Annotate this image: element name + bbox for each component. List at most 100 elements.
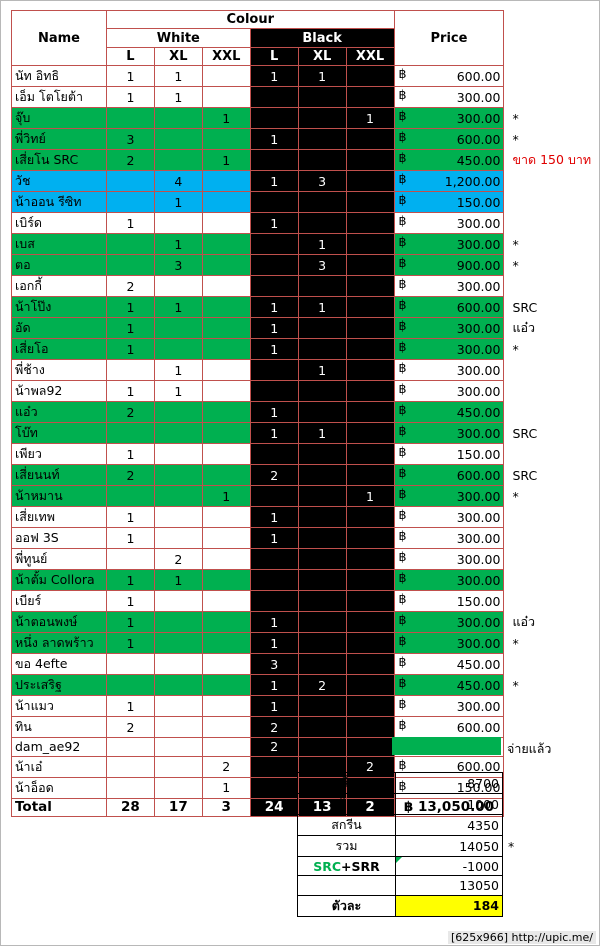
black-l-qty bbox=[249, 191, 299, 214]
price-cell: ฿ 300.00 bbox=[393, 695, 505, 718]
customer-name: น้าออน รีซิท bbox=[11, 191, 107, 214]
black-xl-qty: 1 bbox=[297, 65, 347, 88]
baht-symbol: ฿ bbox=[398, 150, 407, 166]
customer-name: เบส bbox=[11, 233, 107, 256]
white-size-xxl-header: XXL bbox=[201, 46, 251, 67]
customer-name: น้าหมาน bbox=[11, 485, 107, 508]
colour-header: Colour bbox=[105, 9, 395, 30]
customer-name: เอ็ม โตโยต้า bbox=[11, 86, 107, 109]
price-cell: ฿ 300.00 bbox=[393, 632, 505, 655]
baht-symbol: ฿ bbox=[398, 633, 407, 649]
baht-symbol: ฿ bbox=[398, 339, 407, 355]
price-value: 450.00 bbox=[456, 677, 501, 693]
white-l-qty: 1 bbox=[105, 443, 155, 466]
black-xxl-qty: 1 bbox=[345, 485, 395, 508]
white-xl-qty bbox=[153, 737, 203, 757]
black-xxl-qty bbox=[345, 527, 395, 550]
price-cell: ฿ 150.00 bbox=[393, 191, 505, 214]
table-row: เบิร์ด 1 1 ฿ 300.00 bbox=[11, 212, 600, 235]
white-xxl-qty bbox=[201, 191, 251, 214]
row-note bbox=[504, 213, 600, 234]
row-note bbox=[504, 276, 600, 297]
price-cell: ฿ 300.00 bbox=[393, 548, 505, 571]
white-xl-qty bbox=[153, 212, 203, 235]
black-l-qty bbox=[249, 380, 299, 403]
table-row: น้าตอนพงษ์ 1 1 ฿ 300.00 แอ๋ว bbox=[11, 611, 600, 634]
customer-name: เพียว bbox=[11, 443, 107, 466]
black-header: Black bbox=[249, 28, 395, 48]
white-xl-qty bbox=[153, 716, 203, 739]
black-l-qty: 1 bbox=[249, 338, 299, 361]
table-row: เพียว 1 ฿ 150.00 bbox=[11, 443, 600, 466]
black-l-qty bbox=[249, 254, 299, 277]
row-note: แอ๋ว bbox=[512, 614, 536, 630]
price-value: 300.00 bbox=[456, 530, 501, 546]
summary-src-label: SRC+SRR bbox=[297, 855, 396, 877]
price-value: 150.00 bbox=[456, 446, 501, 462]
summary-per-label: ตัวละ bbox=[297, 894, 396, 917]
table-row: วัช 4 1 3 ฿ 1,200.00 bbox=[11, 170, 600, 193]
table-row: พี่ทูนย์ 2 ฿ 300.00 bbox=[11, 548, 600, 571]
black-xxl-qty bbox=[345, 611, 395, 634]
white-l-qty: 1 bbox=[105, 296, 155, 319]
white-l-qty bbox=[105, 755, 155, 778]
price-cell: ฿ 450.00 bbox=[393, 401, 505, 424]
black-xxl-qty bbox=[345, 170, 395, 193]
srr-text: SRR bbox=[351, 858, 380, 874]
price-cell: ฿ 150.00 bbox=[393, 590, 505, 613]
black-size-xl-header: XL bbox=[297, 46, 347, 67]
customer-name: วัช bbox=[11, 170, 107, 193]
white-xxl-qty: 2 bbox=[201, 755, 251, 778]
customer-name: เสี่ยโน SRC bbox=[11, 149, 107, 172]
black-l-qty bbox=[249, 485, 299, 508]
white-l-qty: 1 bbox=[105, 86, 155, 109]
table-row: เสี่ยเทพ 1 1 ฿ 300.00 bbox=[11, 506, 600, 529]
black-l-total: 24 bbox=[249, 797, 299, 817]
customer-name: น้าพล92 bbox=[11, 380, 107, 403]
white-xxl-qty bbox=[201, 275, 251, 298]
white-l-qty: 1 bbox=[105, 506, 155, 529]
baht-symbol: ฿ bbox=[398, 171, 407, 187]
price-cell: ฿ 300.00 bbox=[393, 317, 505, 340]
white-l-qty: 2 bbox=[105, 275, 155, 298]
orders-table: Name Colour Price White Black L XL XXL L… bbox=[11, 9, 600, 817]
white-xxl-qty bbox=[201, 674, 251, 697]
black-xl-qty bbox=[297, 317, 347, 340]
baht-symbol: ฿ bbox=[398, 297, 407, 313]
baht-symbol: ฿ bbox=[398, 360, 407, 376]
image-host-watermark: [625x966] http://upic.me/ bbox=[447, 931, 596, 944]
price-cell: ฿ 300.00 bbox=[393, 569, 505, 592]
table-row: ขอ 4efte 3 ฿ 450.00 bbox=[11, 653, 600, 676]
price-value: 300.00 bbox=[456, 614, 501, 630]
baht-symbol: ฿ bbox=[398, 87, 407, 103]
black-xxl-qty bbox=[345, 380, 395, 403]
white-xxl-qty bbox=[201, 380, 251, 403]
black-l-qty bbox=[249, 443, 299, 466]
baht-symbol: ฿ bbox=[398, 528, 407, 544]
price-cell: ฿ 450.00 bbox=[393, 674, 505, 697]
white-xxl-qty bbox=[201, 86, 251, 109]
black-xl-qty bbox=[297, 485, 347, 508]
baht-symbol: ฿ bbox=[398, 696, 407, 712]
summary-table: เสื้อ 8700 บล็อก 1000 สกรีน 4350 รวม 140… bbox=[297, 772, 523, 917]
black-xl-qty: 1 bbox=[297, 233, 347, 256]
table-row: หนึ่ง ลาดพร้าว 1 1 ฿ 300.00 * bbox=[11, 632, 600, 655]
black-xxl-qty bbox=[345, 128, 395, 151]
black-xxl-qty bbox=[345, 191, 395, 214]
black-l-qty bbox=[249, 359, 299, 382]
white-xxl-qty bbox=[201, 401, 251, 424]
black-xxl-qty bbox=[345, 317, 395, 340]
white-l-qty: 2 bbox=[105, 716, 155, 739]
black-xl-qty bbox=[297, 737, 347, 757]
baht-symbol: ฿ bbox=[398, 486, 407, 502]
white-xxl-qty bbox=[201, 170, 251, 193]
customer-name: แอ๋ว bbox=[11, 401, 107, 424]
price-value: 300.00 bbox=[456, 488, 501, 504]
baht-symbol: ฿ bbox=[398, 756, 407, 772]
black-xl-qty bbox=[297, 548, 347, 571]
black-xxl-qty bbox=[345, 65, 395, 88]
table-row: แอ๋ว 2 1 ฿ 450.00 bbox=[11, 401, 600, 424]
row-note bbox=[504, 402, 600, 423]
white-xl-qty: 1 bbox=[153, 86, 203, 109]
black-xxl-qty bbox=[345, 359, 395, 382]
